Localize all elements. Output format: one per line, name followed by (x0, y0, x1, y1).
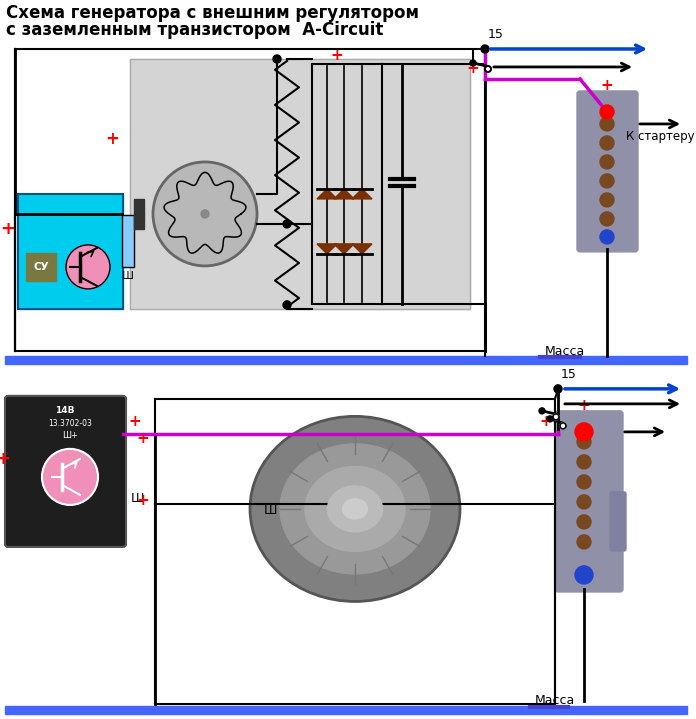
Bar (26, 253, 56, 281)
Text: Ш: Ш (131, 493, 144, 505)
Text: +: + (1, 220, 15, 238)
Text: Масса: Масса (545, 345, 585, 358)
Bar (5, 706, 687, 714)
Text: 15: 15 (561, 368, 577, 381)
Circle shape (554, 385, 562, 393)
Circle shape (577, 435, 591, 449)
Circle shape (600, 174, 614, 188)
Circle shape (201, 210, 209, 218)
Circle shape (153, 162, 257, 266)
Circle shape (600, 193, 614, 207)
Polygon shape (352, 189, 372, 199)
Polygon shape (334, 244, 354, 254)
Text: +: + (129, 414, 141, 429)
Polygon shape (334, 189, 354, 199)
Bar (18, 194, 123, 309)
Circle shape (66, 245, 110, 289)
Bar (122, 215, 134, 267)
Text: +: + (136, 431, 150, 446)
Text: +: + (105, 130, 119, 148)
Text: с заземленным транзистором  A-Circuit: с заземленным транзистором A-Circuit (6, 21, 383, 39)
Circle shape (577, 515, 591, 529)
Bar (130, 59, 470, 309)
Polygon shape (352, 244, 372, 254)
FancyBboxPatch shape (610, 492, 626, 551)
Text: 13.3702-03: 13.3702-03 (48, 419, 92, 429)
Circle shape (283, 301, 291, 309)
Circle shape (470, 60, 476, 66)
Circle shape (539, 408, 545, 414)
Circle shape (547, 416, 553, 422)
Ellipse shape (328, 486, 383, 532)
Text: К стартеру: К стартеру (626, 130, 695, 144)
Circle shape (600, 230, 614, 244)
Text: +: + (0, 450, 10, 468)
Text: +: + (578, 398, 590, 413)
Ellipse shape (305, 467, 405, 551)
Circle shape (600, 136, 614, 150)
Circle shape (600, 105, 614, 119)
Text: +: + (601, 78, 613, 93)
Circle shape (600, 212, 614, 226)
FancyBboxPatch shape (577, 91, 638, 252)
Text: 15: 15 (488, 28, 504, 41)
Text: Ш: Ш (122, 271, 134, 281)
Circle shape (577, 455, 591, 469)
Text: Масса: Масса (535, 695, 576, 707)
Circle shape (577, 495, 591, 509)
Bar (18, 194, 123, 309)
Circle shape (481, 45, 489, 53)
Text: Ш: Ш (263, 505, 277, 518)
Circle shape (575, 566, 593, 584)
Text: +: + (466, 61, 480, 76)
Text: +: + (331, 48, 343, 63)
Circle shape (42, 449, 98, 505)
Polygon shape (317, 244, 337, 254)
FancyBboxPatch shape (5, 396, 126, 547)
Text: СУ: СУ (33, 262, 49, 272)
Text: Ш+: Ш+ (62, 431, 78, 440)
Circle shape (600, 155, 614, 169)
Circle shape (273, 55, 281, 63)
Text: Схема генератора с внешним регулятором: Схема генератора с внешним регулятором (6, 4, 419, 22)
Ellipse shape (342, 499, 367, 519)
Circle shape (485, 66, 491, 72)
Circle shape (283, 220, 291, 228)
Circle shape (600, 117, 614, 131)
Text: +: + (539, 414, 553, 429)
Bar (122, 215, 134, 267)
Bar (5, 356, 687, 364)
Text: 14B: 14B (55, 406, 74, 416)
Circle shape (577, 475, 591, 489)
Text: +: + (136, 493, 150, 508)
FancyBboxPatch shape (555, 411, 623, 592)
Bar (130, 59, 470, 309)
Ellipse shape (250, 416, 460, 602)
Circle shape (575, 423, 593, 441)
Bar (134, 199, 144, 229)
Circle shape (577, 535, 591, 549)
Circle shape (553, 414, 559, 420)
Polygon shape (317, 189, 337, 199)
Circle shape (560, 423, 566, 429)
Ellipse shape (280, 444, 430, 574)
